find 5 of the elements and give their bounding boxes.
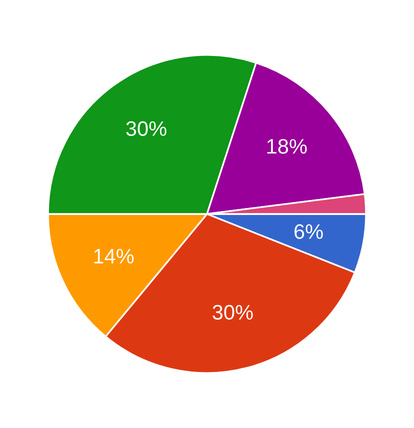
data-label: 30% [126, 121, 166, 136]
data-label: 14% [94, 248, 134, 264]
data-label: 18% [267, 138, 307, 154]
data-label: 6% [294, 224, 323, 239]
data-label: 30% [212, 304, 253, 320]
